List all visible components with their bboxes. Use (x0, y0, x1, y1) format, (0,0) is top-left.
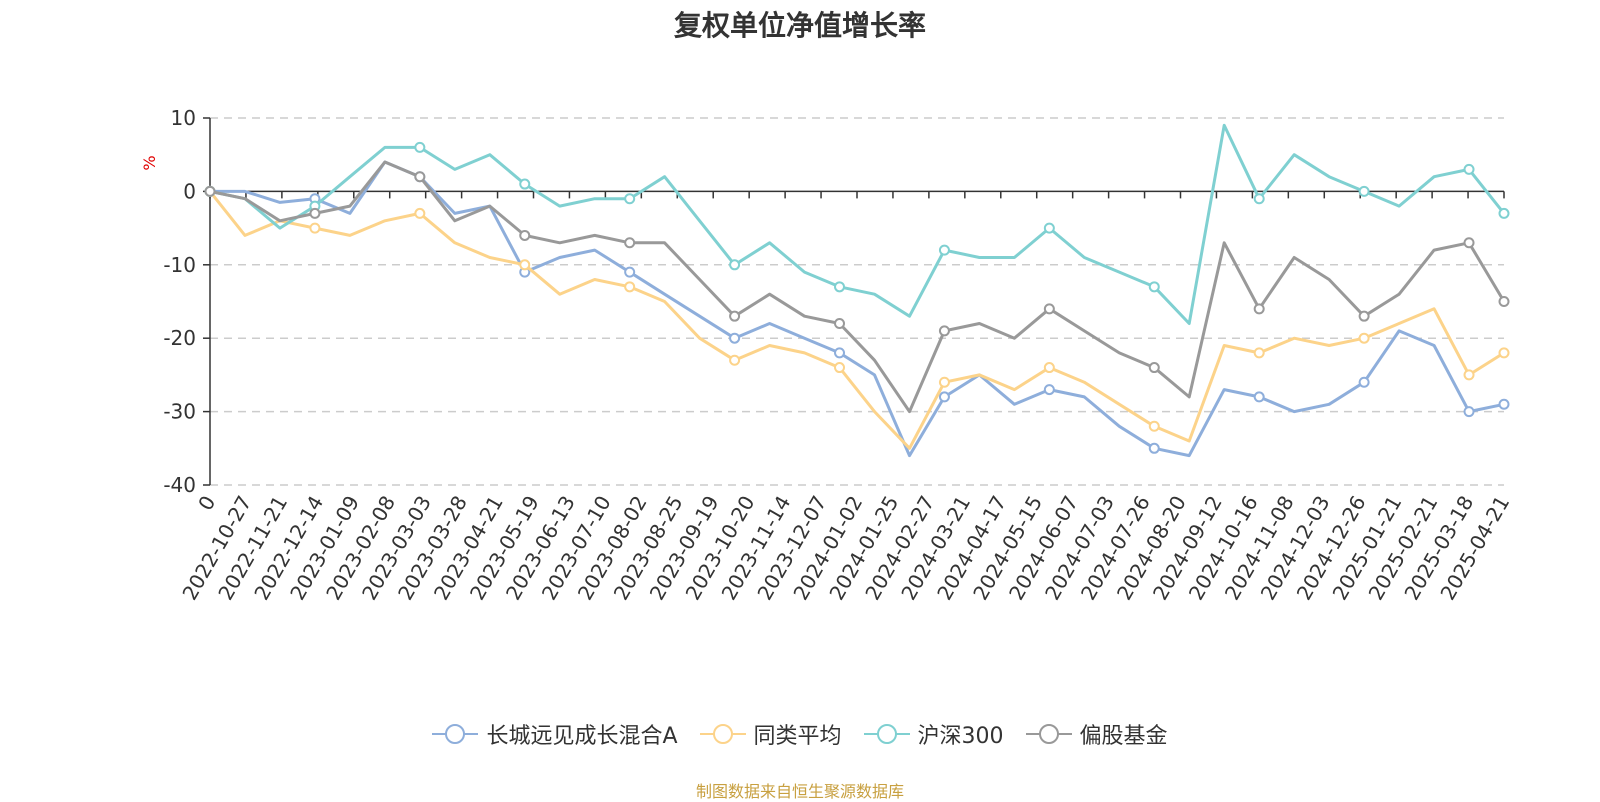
legend-item-3[interactable]: 偏股基金 (1025, 718, 1168, 750)
data-point (624, 193, 636, 205)
data-point (1253, 303, 1265, 315)
legend-symbol (699, 724, 746, 744)
grid-lines (210, 117, 1504, 486)
legend-symbol (1025, 724, 1072, 744)
data-point (938, 376, 950, 388)
data-point (1463, 369, 1475, 381)
data-point (834, 318, 846, 330)
y-tick-label: -20 (163, 326, 196, 350)
legend-label: 偏股基金 (1079, 724, 1168, 749)
data-point (1148, 362, 1160, 374)
data-point (1148, 420, 1160, 432)
data-point (1043, 362, 1055, 374)
data-point (1463, 406, 1475, 418)
data-point (729, 332, 741, 344)
data-point (1148, 281, 1160, 293)
data-point (834, 281, 846, 293)
y-tick-label: -30 (163, 400, 196, 424)
data-point (729, 310, 741, 322)
data-point (1043, 222, 1055, 234)
data-point (1253, 193, 1265, 205)
data-point (309, 207, 321, 219)
data-point (938, 325, 950, 337)
data-point (1358, 185, 1370, 197)
legend-label: 长城远见成长混合A (486, 724, 678, 749)
data-point (834, 362, 846, 374)
data-point (938, 244, 950, 256)
data-point (1358, 376, 1370, 388)
data-point (938, 391, 950, 403)
source-note: 制图数据来自恒生聚源数据库 (695, 782, 904, 801)
series-line-1 (208, 190, 1505, 450)
data-point (1463, 163, 1475, 175)
data-point (309, 222, 321, 234)
data-point (1498, 296, 1510, 307)
data-point (519, 178, 531, 190)
data-point (1148, 442, 1160, 454)
legend-item-0[interactable]: 长城远见成长混合A (432, 718, 678, 750)
data-point (1358, 310, 1370, 322)
data-point (1498, 398, 1510, 410)
data-point (1498, 347, 1510, 359)
data-point (414, 207, 426, 219)
data-point (1358, 332, 1370, 344)
y-tick-label: 10 (171, 106, 196, 130)
legend-item-1[interactable]: 同类平均 (699, 718, 842, 750)
y-tick-label: -40 (163, 473, 196, 497)
data-point (414, 171, 426, 183)
legend-symbol (863, 724, 910, 744)
legend-label: 同类平均 (753, 724, 842, 749)
data-point (1253, 347, 1265, 359)
data-point (729, 354, 741, 366)
data-point (204, 185, 216, 197)
data-point (1463, 237, 1475, 249)
series-line-3 (209, 160, 1506, 414)
data-point (1498, 207, 1510, 219)
legend-symbol (432, 724, 479, 744)
series-layer (204, 123, 1510, 458)
data-point (519, 229, 531, 241)
data-point (834, 347, 846, 359)
legend-label: 沪深300 (917, 724, 1004, 749)
axes (203, 117, 1505, 486)
legend-item-2[interactable]: 沪深300 (863, 718, 1004, 750)
y-tick-label: -10 (163, 253, 196, 277)
data-point (624, 237, 636, 249)
data-point (414, 141, 426, 153)
data-point (519, 259, 531, 271)
data-point (624, 266, 636, 278)
data-point (1043, 303, 1055, 315)
data-point (1253, 391, 1265, 403)
y-tick-label: 0 (183, 179, 196, 203)
data-point (1043, 384, 1055, 396)
series-line-2 (209, 123, 1506, 325)
x-tick-label: 0 (193, 492, 220, 515)
data-point (624, 281, 636, 293)
legend: 长城远见成长混合A 同类平均 沪深300 偏股基金 (0, 718, 1600, 750)
chart-title: 复权单位净值增长率 (673, 9, 926, 42)
y-unit-label: % (140, 155, 159, 170)
data-point (729, 259, 741, 271)
